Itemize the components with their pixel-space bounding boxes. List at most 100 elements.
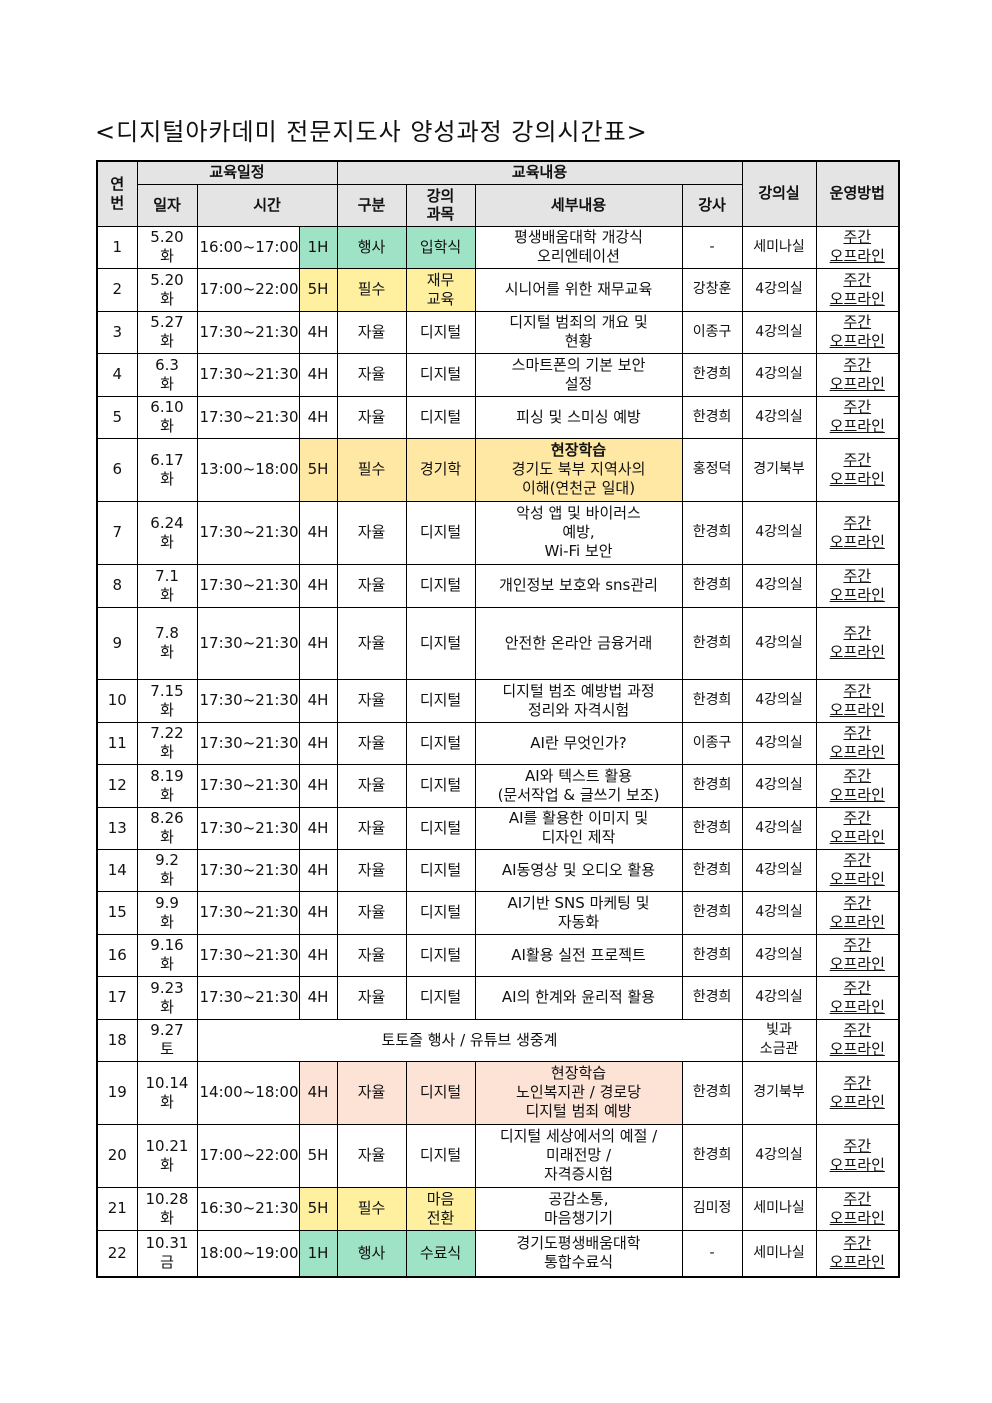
table-row: 3 5.27 화 17:30~21:30 4H 자율 디지털 디지털 범죄의 개요 및 현황…	[96, 310, 900, 354]
detail-text: 경기도 북부 지역사의 이해(연천군 일대)	[511, 460, 646, 497]
detail-text: 시니어를 위한 재무교육	[504, 280, 653, 298]
row-number: 9	[96, 606, 138, 680]
type-cell: 자율	[336, 563, 407, 608]
detail-text: 현장학습 노인복지관 / 경로당 디지털 범죄 예방	[516, 1064, 642, 1120]
room-cell: 4강의실	[741, 352, 817, 397]
detail-cell: 스마트폰의 기본 보안 설정	[474, 352, 683, 397]
instructor-cell: 강창훈	[681, 267, 743, 312]
time-cell: 17:00~22:00	[196, 267, 300, 312]
subject-cell: 입학식	[405, 225, 476, 269]
header-schedule: 교육일정	[136, 160, 338, 185]
hours-cell: 4H	[298, 352, 338, 397]
type-cell: 자율	[336, 975, 407, 1020]
instructor-cell: -	[681, 225, 743, 269]
row-number: 13	[96, 806, 138, 850]
detail-cell: 안전한 온라안 금융거래	[474, 606, 683, 680]
row-number: 12	[96, 763, 138, 808]
table-row: 7 6.24 화 17:30~21:30 4H 자율 디지털 악성 앱 및 바이러스 예방,…	[96, 500, 900, 565]
header-room: 강의실	[741, 160, 817, 227]
method-cell: 주간 오프라인	[815, 763, 900, 808]
room-cell: 4강의실	[741, 1123, 817, 1188]
room-cell: 세미나실	[741, 1186, 817, 1231]
subject-cell: 디지털	[405, 721, 476, 765]
detail-cell: 디지털 범죄의 개요 및 현황	[474, 310, 683, 354]
method-cell: 주간 오프라인	[815, 1186, 900, 1231]
subject-cell: 디지털	[405, 678, 476, 723]
detail-text: AI와 텍스트 활용 (문서작업 & 글쓰기 보조)	[497, 766, 660, 804]
type-cell: 자율	[336, 1060, 407, 1125]
table-row: 19 10.14 화 14:00~18:00 4H 자율 디지털 현장학습 노인복지관 / …	[96, 1060, 900, 1125]
detail-cell: AI를 활용한 이미지 및 디자인 제작	[474, 806, 683, 850]
time-cell: 16:30~21:30	[196, 1186, 300, 1231]
row-number: 22	[96, 1229, 138, 1278]
date-cell: 6.17 화	[136, 437, 198, 502]
hours-cell: 1H	[298, 225, 338, 269]
detail-text: 공감소통, 마음챙기기	[544, 1189, 614, 1227]
instructor-cell: 한경희	[681, 1123, 743, 1188]
subject-cell: 디지털	[405, 395, 476, 439]
type-cell: 자율	[336, 721, 407, 765]
type-cell: 자율	[336, 933, 407, 977]
instructor-cell: 한경희	[681, 1060, 743, 1125]
detail-text: 디지털 세상에서의 예절 / 미래전망 / 자격증시험	[499, 1127, 658, 1183]
date-cell: 7.8 화	[136, 606, 198, 680]
row-number: 10	[96, 678, 138, 723]
table-row: 12 8.19 화 17:30~21:30 4H 자율 디지털 AI와 텍스트 활용 (문서…	[96, 763, 900, 808]
date-cell: 10.31 금	[136, 1229, 198, 1278]
hours-cell: 4H	[298, 806, 338, 850]
room-cell: 4강의실	[741, 267, 817, 312]
type-cell: 자율	[336, 678, 407, 723]
detail-text: 경기도평생배움대학 통합수료식	[516, 1234, 641, 1272]
subject-cell: 디지털	[405, 500, 476, 565]
subject-cell: 디지털	[405, 310, 476, 354]
type-cell: 행사	[336, 1229, 407, 1278]
row-number: 14	[96, 848, 138, 892]
subject-cell: 디지털	[405, 606, 476, 680]
table-row: 16 9.16 화 17:30~21:30 4H 자율 디지털 AI활용 실전 프로젝트 한경…	[96, 933, 900, 977]
method-cell: 주간 오프라인	[815, 678, 900, 723]
room-cell: 4강의실	[741, 763, 817, 808]
method-cell: 주간 오프라인	[815, 395, 900, 439]
detail-cell: 현장학습 노인복지관 / 경로당 디지털 범죄 예방	[474, 1060, 683, 1125]
time-cell: 16:00~17:00	[196, 225, 300, 269]
room-cell: 4강의실	[741, 563, 817, 608]
instructor-cell: 한경희	[681, 563, 743, 608]
table-row: 10 7.15 화 17:30~21:30 4H 자율 디지털 디지털 범조 예방법 과정 …	[96, 678, 900, 723]
type-cell: 필수	[336, 1186, 407, 1231]
instructor-cell: 홍정덕	[681, 437, 743, 502]
type-cell: 자율	[336, 763, 407, 808]
table-row: 2 5.20 화 17:00~22:00 5H 필수 재무 교육 시니어를 위한 재무교육 강…	[96, 267, 900, 312]
time-cell: 17:30~21:30	[196, 678, 300, 723]
header-instructor: 강사	[681, 183, 743, 227]
method-cell: 주간 오프라인	[815, 1123, 900, 1188]
type-cell: 자율	[336, 890, 407, 935]
subject-cell: 디지털	[405, 352, 476, 397]
date-cell: 6.3 화	[136, 352, 198, 397]
hours-cell: 4H	[298, 721, 338, 765]
detail-cell: 평생배움대학 개강식 오리엔테이션	[474, 225, 683, 269]
row-number: 21	[96, 1186, 138, 1231]
type-cell: 자율	[336, 500, 407, 565]
row-number: 19	[96, 1060, 138, 1125]
instructor-cell: 한경희	[681, 500, 743, 565]
instructor-cell: 한경희	[681, 763, 743, 808]
subject-cell: 디지털	[405, 806, 476, 850]
subject-cell: 디지털	[405, 975, 476, 1020]
table-row: 21 10.28 화 16:30~21:30 5H 필수 마음 전환 공감소통, 마음챙기기…	[96, 1186, 900, 1231]
header-method: 운영방법	[815, 160, 900, 227]
subject-cell: 디지털	[405, 1123, 476, 1188]
type-cell: 행사	[336, 225, 407, 269]
instructor-cell: 한경희	[681, 975, 743, 1020]
table-row: 8 7.1 화 17:30~21:30 4H 자율 디지털 개인정보 보호와 sns관리 한경…	[96, 563, 900, 608]
hours-cell: 4H	[298, 975, 338, 1020]
header-type: 구분	[336, 183, 407, 227]
detail-cell: 악성 앱 및 바이러스 예방, Wi-Fi 보안	[474, 500, 683, 565]
instructor-cell: 한경희	[681, 890, 743, 935]
hours-cell: 5H	[298, 1186, 338, 1231]
time-cell: 17:30~21:30	[196, 352, 300, 397]
hours-cell: 5H	[298, 267, 338, 312]
table-row: 4 6.3 화 17:30~21:30 4H 자율 디지털 스마트폰의 기본 보안 설정 한경…	[96, 352, 900, 397]
time-cell: 13:00~18:00	[196, 437, 300, 502]
detail-text: AI의 한계와 윤리적 활용	[501, 988, 656, 1006]
method-cell: 주간 오프라인	[815, 975, 900, 1020]
